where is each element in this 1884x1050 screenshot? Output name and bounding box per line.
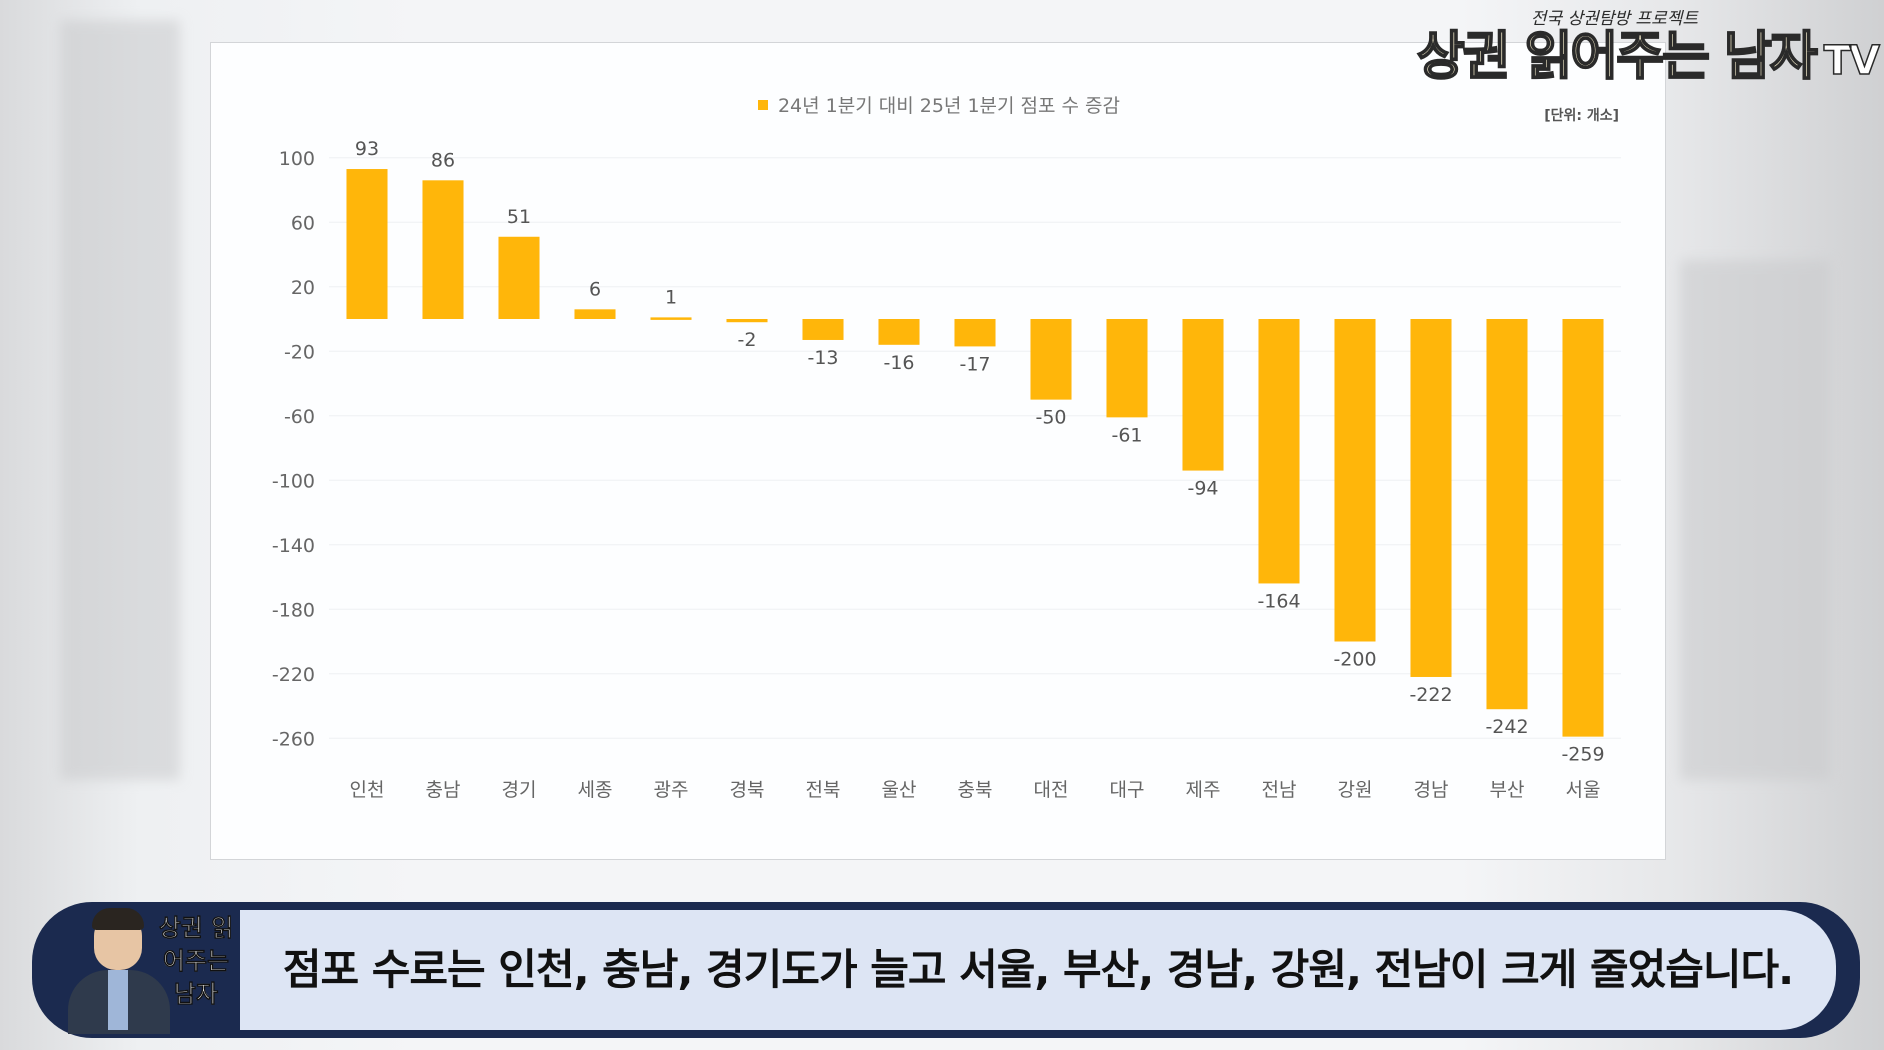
x-tick-label: 전남 [1262, 779, 1297, 801]
avatar-channel-name: 상권 읽어주는 남자 [158, 914, 234, 1009]
bars [346, 169, 1604, 737]
y-tick-label: -100 [272, 470, 315, 492]
legend-swatch [757, 100, 768, 110]
unit-label: [단위: 개소] [1544, 108, 1619, 124]
x-tick-label: 경남 [1414, 779, 1449, 801]
caption-box: 점포 수로는 인천, 충남, 경기도가 늘고 서울, 부산, 경남, 강원, 전… [240, 910, 1836, 1030]
x-tick-label: 서울 [1566, 779, 1601, 801]
data-label: -222 [1409, 684, 1452, 706]
data-label: -2 [738, 329, 757, 351]
bar [726, 319, 768, 323]
background-blur-left [60, 20, 180, 780]
bar [422, 180, 464, 319]
bar [1486, 319, 1528, 710]
data-label: -17 [959, 353, 990, 375]
x-tick-label: 충북 [958, 779, 993, 801]
x-tick-label: 강원 [1338, 779, 1373, 801]
avatar-hair [92, 908, 144, 930]
channel-name-text: 상권 읽어주는 남자 [1416, 26, 1819, 88]
data-label: -94 [1187, 478, 1218, 500]
x-tick-label: 울산 [882, 779, 917, 801]
data-label: 6 [589, 278, 601, 300]
x-tick-label: 충남 [426, 779, 461, 801]
x-tick-label: 인천 [350, 779, 385, 801]
data-label: -242 [1485, 716, 1528, 738]
channel-name: 상권 읽어주는 남자 TV [1416, 14, 1881, 89]
channel-tv: TV [1823, 37, 1881, 85]
bar [1334, 319, 1376, 642]
x-tick-label: 전북 [806, 779, 841, 801]
bar [878, 319, 920, 345]
bar [346, 169, 388, 319]
x-axis-ticks: 인천 충남 경기 세종 광주 경북 전북 울산 충북 대전 대구 제주 전남 강원 경남 부산 서울 [350, 779, 1601, 801]
data-label: 1 [665, 286, 677, 308]
y-tick-label: -260 [272, 728, 315, 750]
bar [802, 319, 844, 340]
bar [498, 236, 540, 319]
data-label: 51 [507, 206, 531, 228]
x-tick-label: 경북 [730, 779, 765, 801]
data-label: -13 [807, 347, 838, 369]
x-tick-label: 광주 [654, 779, 689, 801]
bar [1106, 319, 1148, 418]
bar [1030, 319, 1072, 400]
background-blur-right [1680, 260, 1830, 780]
x-tick-label: 경기 [502, 779, 537, 801]
y-tick-label: 60 [291, 212, 315, 234]
channel-logo: 전국 상권탐방 프로젝트 상권 읽어주는 남자 TV [1416, 4, 1881, 88]
bar [1182, 319, 1224, 471]
x-tick-label: 대구 [1110, 779, 1145, 801]
chart-card: 24년 1분기 대비 25년 1분기 점포 수 증감 [단위: 개소] 100 6… [210, 42, 1666, 860]
data-label: 86 [431, 149, 455, 171]
data-label: -50 [1035, 407, 1066, 429]
y-tick-label: 20 [291, 277, 315, 299]
chart-legend: 24년 1분기 대비 25년 1분기 점포 수 증감 [211, 91, 1667, 118]
y-tick-label: -140 [272, 535, 315, 557]
y-tick-label: -60 [284, 406, 315, 428]
x-tick-label: 부산 [1490, 779, 1525, 801]
avatar-shirt [108, 970, 128, 1030]
x-tick-label: 세종 [578, 779, 613, 801]
y-tick-label: -180 [272, 599, 315, 621]
data-labels: 93 86 51 6 1 -2 -13 -16 -17 -50 -61 -94 -164 -200 -222… [355, 138, 1605, 766]
bar [1562, 319, 1604, 737]
bar [1258, 319, 1300, 584]
caption-text: 점포 수로는 인천, 충남, 경기도가 늘고 서울, 부산, 경남, 강원, 전… [282, 945, 1794, 994]
bar [954, 319, 996, 347]
y-tick-label: -20 [284, 341, 315, 363]
data-label: 93 [355, 138, 379, 160]
bar [574, 309, 616, 319]
y-tick-label: -220 [272, 664, 315, 686]
y-axis-ticks: 100 60 20 -20 -60 -100 -140 -180 -220 -260 [272, 148, 315, 751]
bar [1410, 319, 1452, 677]
channel-tagline: 전국 상권탐방 프로젝트 [1530, 9, 1698, 29]
y-tick-label: 100 [279, 148, 315, 170]
legend-label: 24년 1분기 대비 25년 1분기 점포 수 증감 [777, 95, 1121, 117]
bar [650, 317, 692, 320]
data-label: -259 [1561, 744, 1604, 766]
x-tick-label: 제주 [1186, 779, 1221, 801]
data-label: -164 [1257, 590, 1300, 612]
grid-lines [329, 157, 1621, 739]
data-label: -61 [1111, 424, 1142, 446]
host-avatar: 상권 읽어주는 남자 [62, 908, 242, 1034]
x-tick-label: 대전 [1034, 779, 1069, 801]
data-label: -200 [1333, 649, 1376, 671]
data-label: -16 [883, 352, 914, 374]
bar-chart: 100 60 20 -20 -60 -100 -140 -180 -220 -260 93 86 51… [272, 138, 1621, 801]
